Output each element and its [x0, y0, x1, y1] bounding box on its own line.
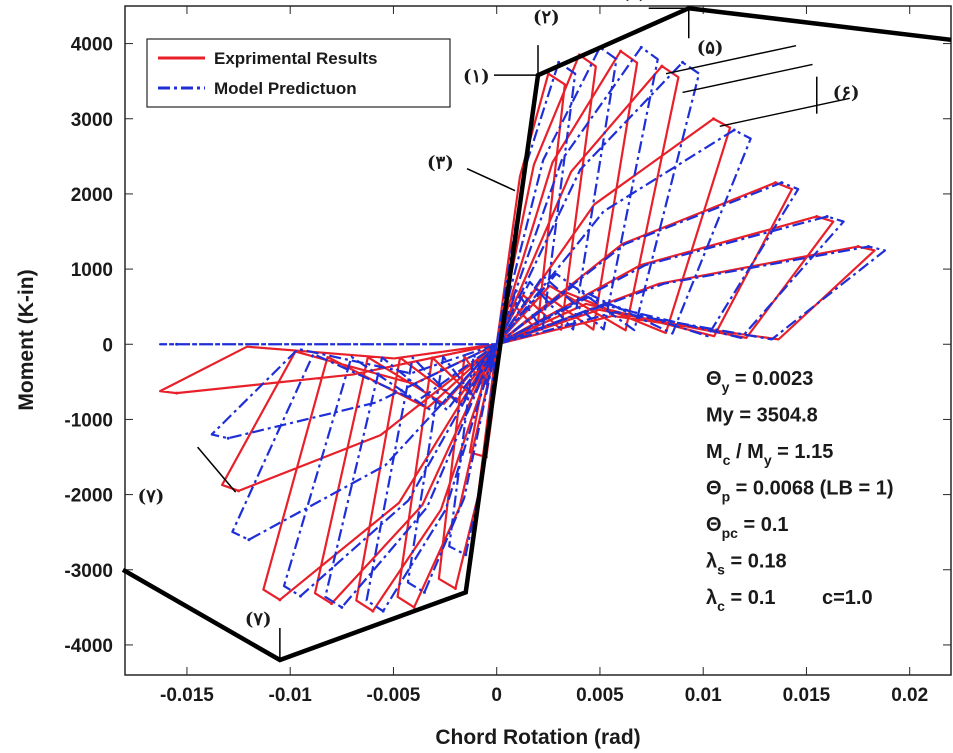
parameter-line: Θy = 0.0023 — [706, 368, 813, 395]
parameter-line: λs = 0.18 — [706, 551, 787, 578]
model-series-peak-neg — [226, 436, 230, 440]
model-series-peak-pos — [825, 214, 829, 218]
annotation-leader — [197, 446, 237, 493]
annotation-leader — [466, 167, 516, 192]
model-series-peak-pos — [557, 60, 561, 64]
experimental-series-peak-neg — [371, 609, 375, 613]
model-series-peak-pos — [639, 45, 643, 49]
x-tick-label: 0 — [491, 685, 502, 706]
x-tick-label: -0.005 — [367, 685, 421, 706]
annotation-leader — [682, 63, 813, 94]
c-note: c=1.0 — [822, 587, 873, 609]
y-tick-label: -2000 — [64, 486, 113, 507]
legend-label-model: Model Predictuon — [214, 79, 357, 98]
parameter-line: Θp = 0.0068 (LB = 1) — [706, 478, 894, 505]
x-tick-label: 0.015 — [783, 685, 831, 706]
x-tick-label: 0.005 — [576, 685, 624, 706]
model-series-peak-pos — [732, 128, 736, 132]
annotation-label: (۳) — [427, 153, 454, 174]
model-series-peak-neg — [422, 590, 426, 594]
x-tick-label: 0.02 — [891, 685, 928, 706]
experimental-series-peak-pos — [712, 117, 716, 121]
y-tick-label: 2000 — [71, 185, 113, 206]
model-series-peak-neg — [247, 538, 251, 542]
experimental-series-peak-pos — [856, 245, 860, 249]
experimental-series-peak-pos — [773, 181, 777, 185]
annotation-leader — [719, 97, 850, 127]
axis-ticks — [125, 6, 951, 675]
y-tick-label: -1000 — [64, 410, 113, 431]
annotation-label: (۷) — [245, 609, 272, 630]
parameter-line: My = 3504.8 — [706, 405, 818, 427]
model-series-peak-neg — [340, 605, 344, 609]
annotation-label: (۶) — [833, 83, 860, 104]
y-tick-label: 0 — [102, 335, 113, 356]
model-series-peak-neg — [381, 609, 385, 613]
plot-area-frame — [124, 5, 952, 676]
model-series-peak-neg — [299, 594, 303, 598]
backbone-curve — [121, 5, 952, 663]
model-series-peak-pos — [780, 181, 784, 185]
annotation-label: (۷) — [138, 486, 165, 507]
parameter-block: Θy = 0.0023 My = 3504.8 Mc / My = 1.15 Θp =… — [706, 368, 894, 614]
y-tick-label: -4000 — [64, 636, 113, 657]
experimental-series-peak-neg — [330, 602, 333, 606]
annotation-label: (۵) — [697, 37, 724, 58]
model-series-peak-neg — [464, 553, 468, 557]
backbone-layer — [121, 5, 952, 663]
legend-label-experimental: Exprimental Results — [214, 49, 377, 68]
experimental-series-peak-neg — [237, 489, 241, 493]
experimental-series-peak-pos — [815, 214, 819, 218]
experimental-series-peak-neg — [278, 598, 282, 602]
experimental-series-peak-neg — [175, 391, 179, 395]
y-tick-label: -3000 — [64, 561, 113, 582]
legend-box — [146, 38, 451, 108]
y-tick-label: 1000 — [71, 260, 113, 281]
experimental-series-peak-neg — [412, 605, 416, 609]
parameter-line: Mc / My = 1.15 — [706, 441, 833, 468]
annotation-layer: (۱) (۲) (۳) (۴) (۵) (۶) (۷) (۷) — [138, 0, 860, 660]
annotation-label: (۲) — [533, 7, 560, 28]
x-tick-label: -0.015 — [160, 685, 214, 706]
experimental-series-peak-pos — [619, 49, 623, 53]
model-series — [159, 46, 887, 613]
legend: Exprimental Results Model Predictuon — [146, 38, 451, 108]
y-axis-title: Moment (K-in) — [15, 269, 38, 410]
experimental-series-peak-neg — [453, 587, 457, 591]
model-series-peak-pos — [866, 245, 870, 249]
parameter-line: Θpc = 0.1 — [706, 514, 789, 541]
axis-tick-labels: -0.015 -0.01 -0.005 0 0.005 0.01 0.015 0.02 -400… — [64, 35, 928, 706]
parameter-line: λc = 0.1 — [706, 587, 776, 614]
x-axis-title: Chord Rotation (rad) — [435, 726, 640, 749]
y-tick-label: 4000 — [71, 35, 113, 56]
model-series-peak-neg — [175, 342, 179, 346]
experimental-series-peak-pos — [660, 64, 664, 68]
y-tick-label: 3000 — [71, 110, 113, 131]
annotation-label: (۱) — [463, 66, 490, 87]
model-series-peak-pos — [681, 60, 685, 64]
annotation-label: (۴) — [621, 0, 648, 3]
x-tick-label: 0.01 — [685, 685, 722, 706]
annotation-leader — [665, 44, 797, 75]
x-tick-label: -0.01 — [269, 685, 313, 706]
